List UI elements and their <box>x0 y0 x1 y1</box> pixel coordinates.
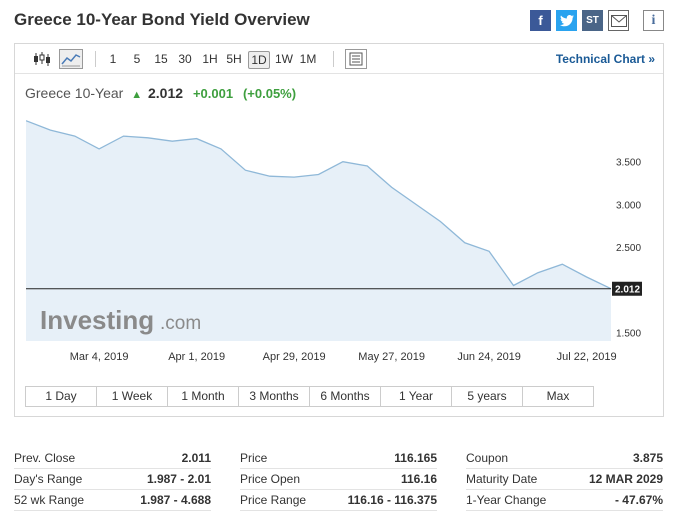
stat-row-prev-close: Prev. Close 2.011 <box>14 448 211 469</box>
twitter-icon[interactable] <box>556 10 577 31</box>
stat-label: Price Open <box>240 472 301 486</box>
interval-30min[interactable]: 30 <box>178 52 192 66</box>
y-tick-label: 2.500 <box>616 243 641 254</box>
interval-1min[interactable]: 1 <box>109 52 117 66</box>
toolbar-divider <box>95 51 96 67</box>
arrow-up-icon: ▲ <box>131 89 143 101</box>
stat-label: Maturity Date <box>466 472 538 486</box>
stat-value: 1.987 - 4.688 <box>140 493 211 507</box>
email-icon[interactable] <box>608 10 629 31</box>
stats-column-3: Coupon 3.875 Maturity Date 12 MAR 2029 1-Y… <box>466 448 663 511</box>
toolbar-divider <box>333 51 334 67</box>
stat-row-maturity-date: Maturity Date 12 MAR 2029 <box>466 469 663 490</box>
y-tick-label: 1.500 <box>616 328 641 339</box>
y-tick-label: 3.500 <box>616 158 641 169</box>
stat-value: 116.165 <box>394 451 437 465</box>
chart-toolbar: 1 5 15 30 1H 5H 1D 1W 1M Technical Chart… <box>15 44 663 74</box>
range-1-day[interactable]: 1 Day <box>25 386 97 407</box>
stat-label: Price <box>240 451 268 465</box>
stat-row-price-range: Price Range 116.16 - 116.375 <box>240 490 437 511</box>
data-table-icon[interactable] <box>345 49 367 69</box>
x-tick-label: Apr 29, 2019 <box>263 351 326 363</box>
line-chart-icon[interactable] <box>59 49 83 69</box>
x-tick-label: Apr 1, 2019 <box>168 351 225 363</box>
yield-area-fill <box>26 120 611 341</box>
technical-chart-link[interactable]: Technical Chart » <box>555 52 655 66</box>
stat-row-coupon: Coupon 3.875 <box>466 448 663 469</box>
candlestick-icon[interactable] <box>33 49 51 69</box>
stat-value: 2.011 <box>181 451 211 465</box>
interval-1w[interactable]: 1W <box>275 52 293 66</box>
stat-value: - 47.67% <box>614 493 663 507</box>
stats-column-2: Price 116.165 Price Open 116.16 Price Rang… <box>240 448 437 511</box>
page-title: Greece 10-Year Bond Yield Overview <box>14 10 310 29</box>
range-max[interactable]: Max <box>522 386 594 407</box>
interval-15min[interactable]: 15 <box>154 52 168 66</box>
instrument-name: Greece 10-Year <box>25 85 124 101</box>
watermark-suffix: .com <box>160 313 201 334</box>
range-1-month[interactable]: 1 Month <box>167 386 239 407</box>
stat-label: Price Range <box>240 493 307 507</box>
watermark-brand: Investing <box>40 305 154 335</box>
quote-line: Greece 10-Year ▲ 2.012 +0.001 (+0.05%) <box>25 85 296 101</box>
stat-value: 116.16 - 116.375 <box>347 493 437 507</box>
x-tick-label: Jun 24, 2019 <box>457 351 521 363</box>
stocktwits-icon[interactable]: ST <box>582 10 603 31</box>
stat-row-price-open: Price Open 116.16 <box>240 469 437 490</box>
range-selector: 1 Day 1 Week 1 Month 3 Months 6 Months 1… <box>25 386 594 407</box>
interval-5min[interactable]: 5 <box>133 52 141 66</box>
yield-chart[interactable]: Investing .com 3.500 3.000 2.500 1.500 2.012… <box>26 119 656 381</box>
chart-panel: 1 5 15 30 1H 5H 1D 1W 1M Technical Chart… <box>14 43 664 417</box>
stat-row-days-range: Day's Range 1.987 - 2.01 <box>14 469 211 490</box>
last-value-tag <box>612 281 642 296</box>
range-3-months[interactable]: 3 Months <box>238 386 310 407</box>
stat-label: 52 wk Range <box>14 493 85 507</box>
stat-row-price: Price 116.165 <box>240 448 437 469</box>
x-tick-label: Mar 4, 2019 <box>70 351 129 363</box>
stat-label: 1-Year Change <box>466 493 547 507</box>
facebook-icon[interactable]: f <box>530 10 551 31</box>
x-tick-label: Jul 22, 2019 <box>557 351 617 363</box>
stat-value: 116.16 <box>400 472 437 486</box>
info-icon[interactable]: i <box>643 10 664 31</box>
range-5-years[interactable]: 5 years <box>451 386 523 407</box>
last-value-label: 2.012 <box>615 285 640 296</box>
y-tick-label: 3.000 <box>616 200 641 211</box>
stat-row-52wk-range: 52 wk Range 1.987 - 4.688 <box>14 490 211 511</box>
stat-label: Prev. Close <box>14 451 76 465</box>
stat-value: 12 MAR 2029 <box>588 472 663 486</box>
range-1-week[interactable]: 1 Week <box>96 386 168 407</box>
last-price: 2.012 <box>148 85 184 101</box>
range-1-year[interactable]: 1 Year <box>380 386 452 407</box>
price-change: +0.001 <box>192 86 234 101</box>
price-change-percent: (+0.05%) <box>242 86 297 101</box>
stats-column-1: Prev. Close 2.011 Day's Range 1.987 - 2.01… <box>14 448 211 511</box>
range-6-months[interactable]: 6 Months <box>309 386 381 407</box>
stat-value: 1.987 - 2.01 <box>146 472 211 486</box>
interval-5h[interactable]: 5H <box>226 52 242 66</box>
yield-line <box>26 120 612 290</box>
x-tick-label: May 27, 2019 <box>358 351 425 363</box>
interval-1m[interactable]: 1M <box>299 52 317 66</box>
stat-label: Day's Range <box>14 472 83 486</box>
stat-row-1-year-change: 1-Year Change - 47.67% <box>466 490 663 511</box>
stat-value: 3.875 <box>632 451 663 465</box>
stat-label: Coupon <box>466 451 509 465</box>
interval-1d[interactable]: 1D <box>248 51 270 69</box>
interval-1h[interactable]: 1H <box>202 52 218 66</box>
investing-watermark: Investing .com <box>40 305 201 335</box>
